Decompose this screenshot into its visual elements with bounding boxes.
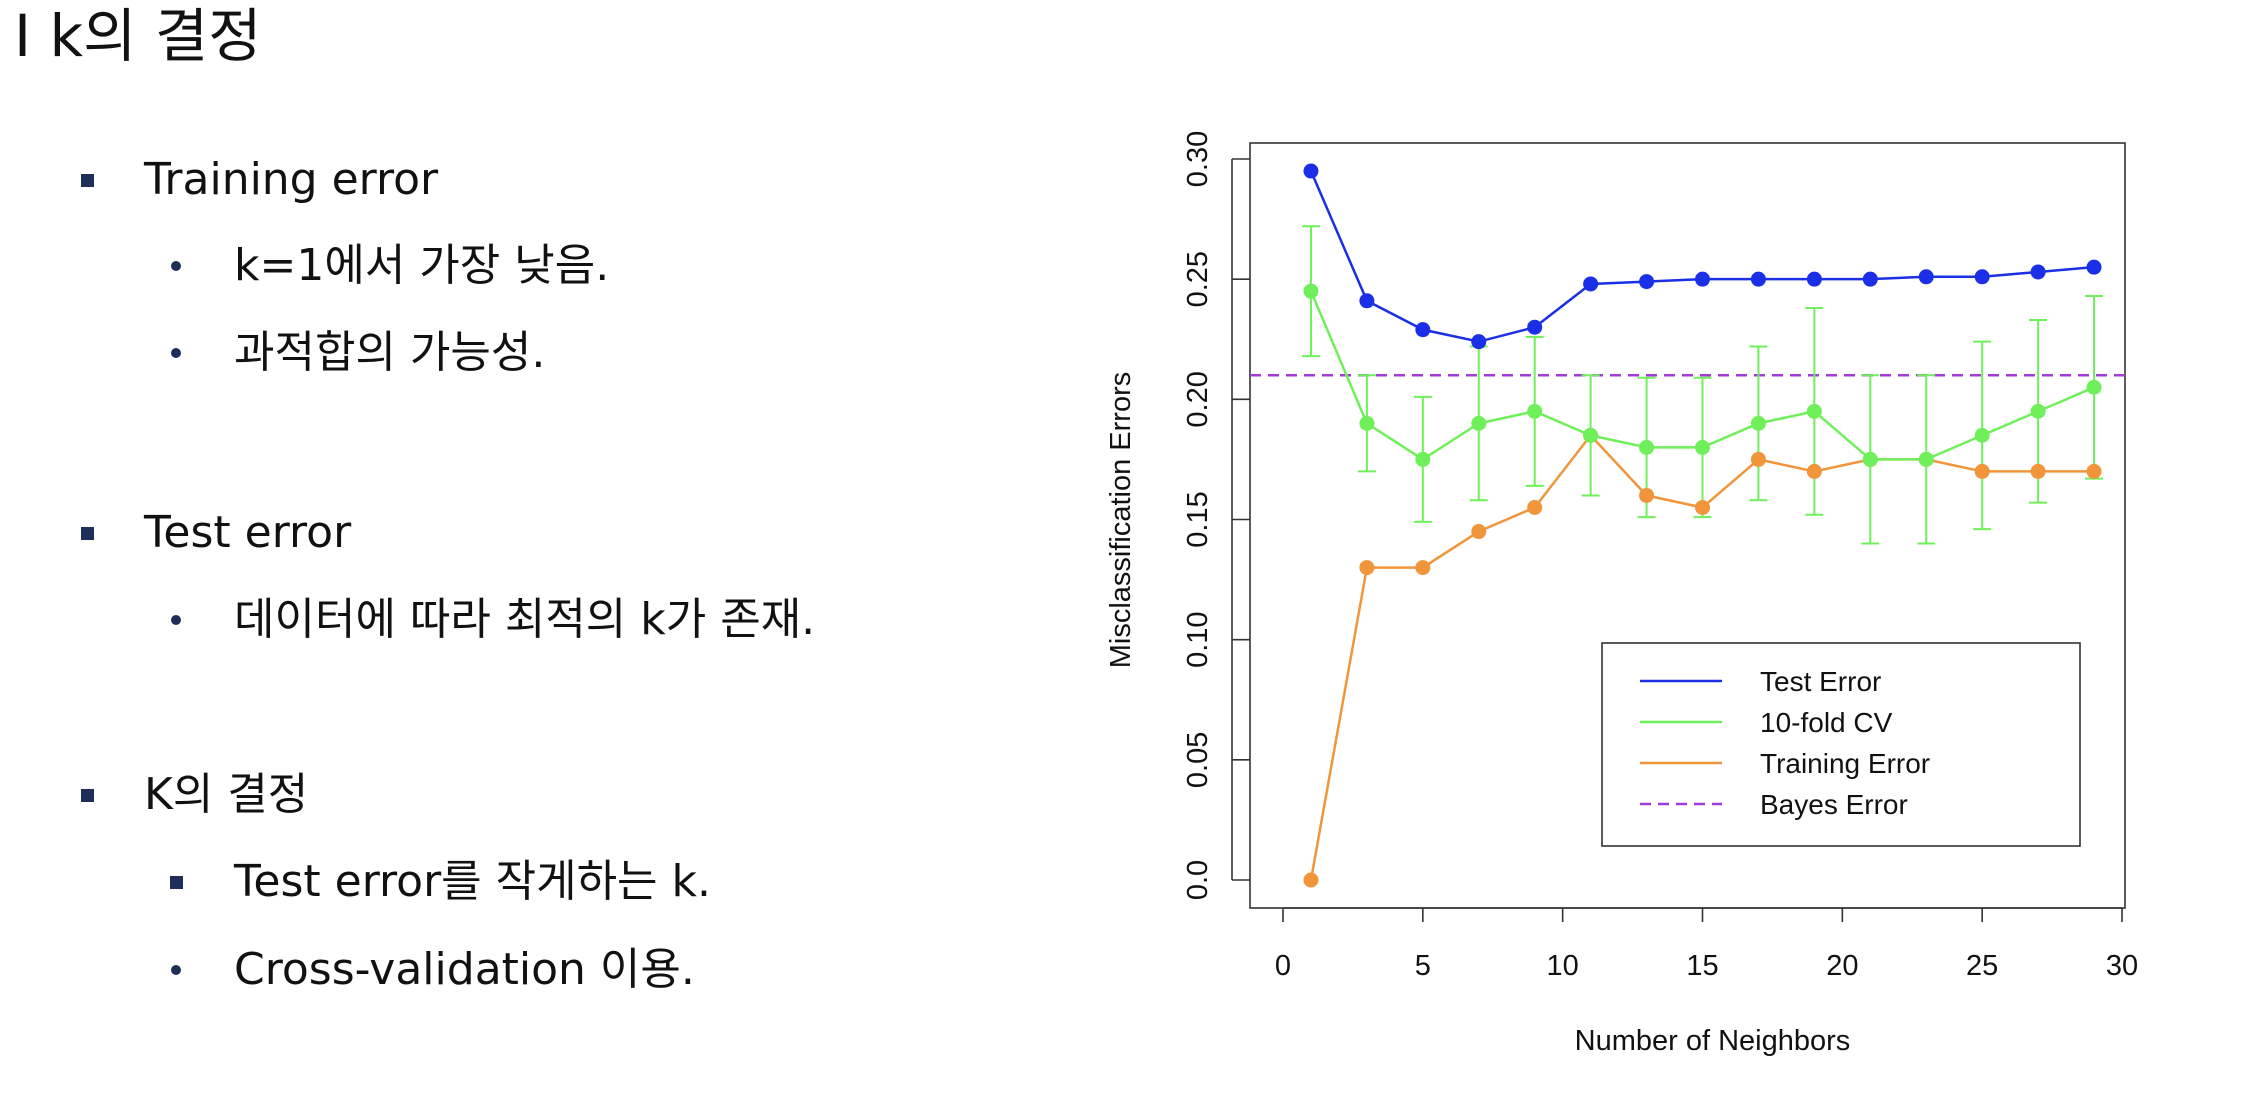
legend-bayes-error-label: Bayes Error [1760,789,1908,820]
bullet-item: Cross-validation 이용. [0,940,1000,1000]
legend-box [1601,642,2081,847]
x-tick-label: 30 [2106,950,2138,982]
bullet-item: 데이터에 따라 최적의 k가 존재. [0,590,1000,650]
test-error-point [1974,269,1990,285]
y-axis-label: Misclassification Errors [1105,372,1137,669]
test-error-point [1750,271,1766,287]
x-tick-label: 10 [1547,950,1579,982]
x-tick-label: 15 [1686,950,1718,982]
training-error-point [1471,524,1487,540]
test-error-point [1862,271,1878,287]
cv-error-point [2030,403,2046,419]
training-error-point [1359,560,1375,576]
training-error-point [1806,463,1822,479]
cv-error-point [1750,415,1766,431]
square-bullet-icon [81,174,94,187]
test-error-point [1806,271,1822,287]
y-tick-label: 0.10 [1182,611,1214,667]
test-error-point [1583,276,1599,292]
test-error-point [1471,334,1487,350]
training-error-point [2030,463,2046,479]
cv-error-point [1303,283,1319,299]
cv-error-point [1695,439,1710,455]
cv-error-point [1583,427,1599,443]
bullet-text: 데이터에 따라 최적의 k가 존재. [234,594,816,645]
x-tick-label: 5 [1415,950,1431,982]
test-error-point [2030,264,2046,280]
cv-error-point [1918,451,1934,467]
test-error-point [2086,259,2102,275]
cv-error-point [1974,427,1990,443]
dot-bullet-icon [171,615,181,625]
y-tick-label: 0.05 [1182,732,1214,788]
training-error-point [1303,872,1319,888]
square-bullet-icon [81,527,94,540]
bullet-item: Test error를 작게하는 k. [0,852,1000,912]
test-error-point [1918,269,1934,285]
test-error-point [1359,293,1375,309]
square-bullet-icon [170,876,183,889]
training-error-point [1974,463,1990,479]
bullet-text: Test error [144,507,352,558]
legend-cv-label: 10-fold CV [1760,707,1893,738]
legend-training-error-label: Training Error [1760,748,1930,779]
training-error-point [1639,487,1655,503]
cv-error-point [1527,403,1543,419]
bullet-item: 과적합의 가능성. [0,323,1000,383]
test-error-line [1309,170,2095,343]
y-tick-label: 0.15 [1182,491,1214,547]
bullet-text: Cross-validation 이용. [234,944,695,995]
dot-bullet-icon [171,348,181,358]
training-error-point [1750,451,1766,467]
test-error-point [1695,271,1710,287]
slide-title: I k의 결정 [14,2,262,70]
cv-error-point [1359,415,1375,431]
dot-bullet-icon [171,261,181,271]
cv-error-point [1471,415,1487,431]
test-error-point [1303,163,1319,179]
training-error-point [1695,499,1710,515]
test-error-point [1527,319,1543,335]
bullet-text: Test error를 작게하는 k. [234,856,711,907]
legend-test-error-label: Test Error [1760,666,1881,697]
cv-error-point [1862,451,1878,467]
training-error-point [1527,499,1543,515]
square-bullet-icon [81,789,94,802]
x-tick-label: 0 [1275,950,1291,982]
bullet-text: K의 결정 [144,769,309,820]
cv-error-point [1806,403,1822,419]
bullet-item: Test error [0,503,1000,563]
cv-error-point [1415,451,1431,467]
error-chart: 0 5 10 15 20 25 30 0.0 0.05 0.10 0.15 0.20 0.25 0.30 N… [1105,131,2138,1057]
bullet-text: 과적합의 가능성. [234,327,546,378]
dot-bullet-icon [171,965,181,975]
x-tick-label: 20 [1826,950,1858,982]
cv-error-point [2086,379,2102,395]
y-tick-label: 0.20 [1182,371,1214,427]
bullet-item: K의 결정 [0,765,1000,825]
test-error-point [1639,274,1655,290]
bullet-text: k=1에서 가장 낮음. [234,240,610,291]
y-tick-label: 0.25 [1182,251,1214,307]
x-tick-label: 25 [1966,950,1998,982]
bullet-text: Training error [144,154,439,205]
y-tick-label: 0.30 [1182,131,1214,187]
training-error-point [1415,560,1431,576]
y-tick-label: 0.0 [1182,860,1214,900]
training-error-point [2086,463,2102,479]
bullet-item: Training error [0,150,1000,210]
x-axis-label: Number of Neighbors [1575,1025,1851,1057]
test-error-point [1415,322,1431,338]
bullet-item: k=1에서 가장 낮음. [0,236,1000,296]
cv-error-point [1639,439,1655,455]
